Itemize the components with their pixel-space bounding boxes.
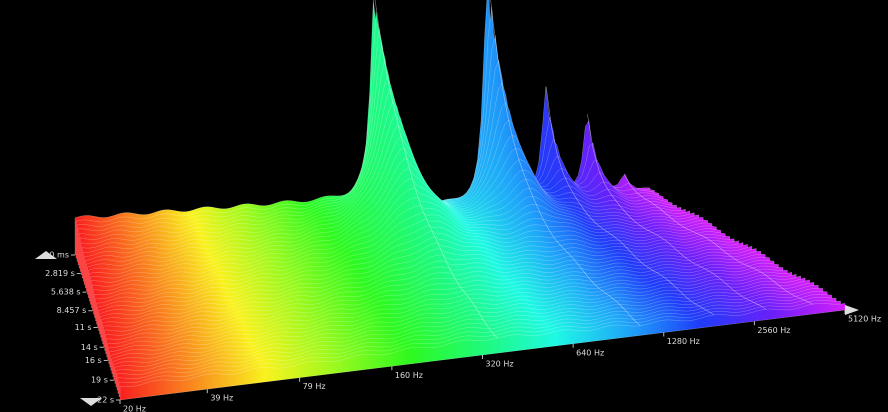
surface-slice xyxy=(119,303,846,401)
peak-ridge xyxy=(545,86,715,316)
x-tick-label: 20 Hz xyxy=(123,405,146,412)
y-tick-label: 19 s xyxy=(91,376,108,385)
axis-arrow xyxy=(80,398,102,406)
y-tick-label: 5.638 s xyxy=(51,288,81,297)
peak-ridge xyxy=(490,0,641,326)
x-tick-label: 640 Hz xyxy=(576,348,604,357)
axis-arrow xyxy=(845,305,859,315)
x-tick-label: 1280 Hz xyxy=(667,337,700,346)
y-tick-label: 0 ms xyxy=(49,251,69,260)
x-tick-label: 5120 Hz xyxy=(848,315,881,324)
x-tick-label: 320 Hz xyxy=(486,360,514,369)
x-tick-label: 79 Hz xyxy=(303,382,326,391)
y-tick-label: 22 s xyxy=(97,396,114,405)
peak-ridge xyxy=(624,173,813,305)
y-tick-label: 2.819 s xyxy=(45,269,75,278)
y-tick-label: 16 s xyxy=(85,356,102,365)
axis-arrow xyxy=(35,251,57,259)
y-tick-label: 8.457 s xyxy=(57,306,87,315)
y-tick-label: 11 s xyxy=(75,323,92,332)
y-tick-label: 14 s xyxy=(81,343,98,352)
x-tick-label: 39 Hz xyxy=(210,394,233,403)
x-tick-label: 2560 Hz xyxy=(757,326,790,335)
peak-ridge xyxy=(374,0,499,339)
peak-ridge xyxy=(587,113,767,310)
x-tick-label: 160 Hz xyxy=(395,371,423,380)
